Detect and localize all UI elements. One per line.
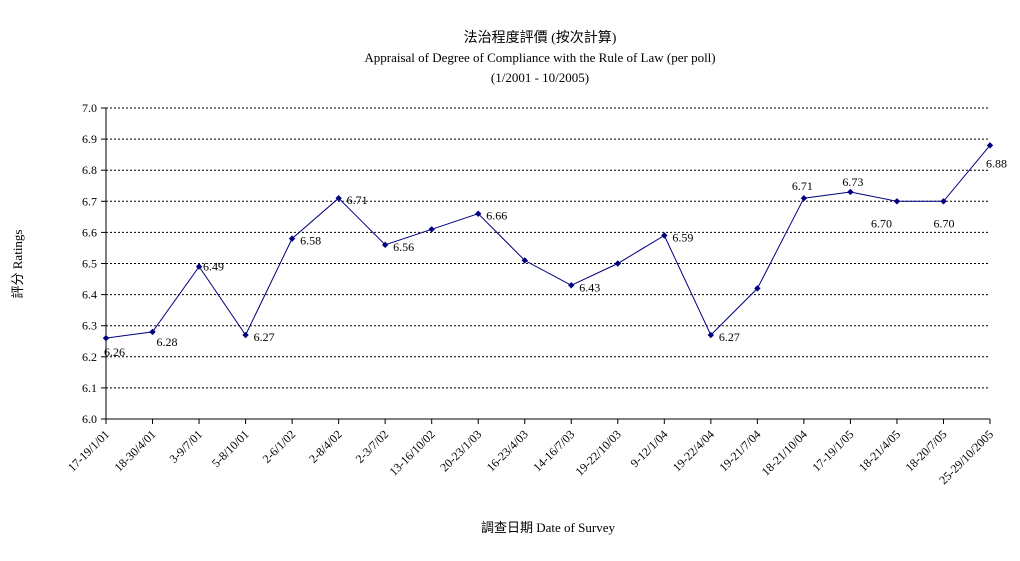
data-point <box>521 257 528 264</box>
y-tick-label: 6.2 <box>82 350 97 364</box>
data-point <box>754 285 761 292</box>
x-tick-label: 20-23/1/03 <box>437 427 484 474</box>
y-tick-label: 6.3 <box>82 319 97 333</box>
axes <box>101 107 991 424</box>
x-tick-label: 19-21/7/04 <box>716 427 763 474</box>
data-label: 6.66 <box>486 209 507 223</box>
x-tick-label: 2-6/1/02 <box>260 427 299 466</box>
data-point <box>428 226 435 233</box>
data-label: 6.26 <box>104 345 125 359</box>
gridlines <box>106 107 990 389</box>
y-tick-label: 6.8 <box>82 163 97 177</box>
data-point <box>940 198 947 205</box>
data-label: 6.56 <box>393 240 414 254</box>
y-tick-labels: 6.0 6.1 6.2 6.3 6.4 6.5 6.6 6.7 6.8 6.9 7.0 <box>82 101 97 426</box>
data-point <box>195 263 203 270</box>
x-tick-labels: 17-19/1/01 18-30/4/01 3-9/7/01 5-8/10/01 2-6… <box>65 427 996 487</box>
x-tick-label: 13-16/10/02 <box>386 427 437 478</box>
chart-title: 法治程度評價 (按次計算) <box>464 29 617 46</box>
y-tick-label: 7.0 <box>82 101 97 115</box>
data-label: 6.70 <box>871 216 892 230</box>
data-label: 6.27 <box>719 330 740 344</box>
data-point <box>102 334 110 342</box>
data-point <box>707 331 715 339</box>
data-label: 6.27 <box>254 330 275 344</box>
chart-subtitle: Appraisal of Degree of Compliance with t… <box>364 50 715 65</box>
x-tick-label: 18-21/4/05 <box>856 427 903 474</box>
x-tick-label: 5-8/10/01 <box>209 427 252 470</box>
x-tick-label: 17-19/1/01 <box>65 427 112 474</box>
y-tick-label: 6.0 <box>82 412 97 426</box>
data-label: 6.70 <box>933 216 954 230</box>
data-label: 6.43 <box>579 280 600 294</box>
x-tick-label: 14-16/7/03 <box>530 427 577 474</box>
data-labels: 6.26 6.28 6.49 6.27 6.58 6.71 6.56 6.66 6.43 6.59… <box>104 156 1007 359</box>
y-tick-label: 6.6 <box>82 225 97 239</box>
data-label: 6.73 <box>842 175 863 189</box>
x-tick-label: 19-22/4/04 <box>670 427 717 474</box>
x-tick-label: 18-21/10/04 <box>759 427 810 478</box>
chart-date-range: (1/2001 - 10/2005) <box>491 70 589 85</box>
y-tick-label: 6.9 <box>82 132 97 146</box>
data-label: 6.28 <box>157 335 178 349</box>
series-line <box>105 144 991 339</box>
y-axis-label: 評分 Ratings <box>10 230 25 299</box>
y-tick-label: 6.5 <box>82 257 97 271</box>
x-tick-label: 18-20/7/05 <box>902 427 949 474</box>
x-tick-label: 18-30/4/01 <box>112 427 159 474</box>
data-point <box>475 210 482 217</box>
data-label: 6.58 <box>300 234 321 248</box>
x-tick-label: 16-23/4/03 <box>484 427 531 474</box>
series-line-group <box>102 142 994 342</box>
data-point <box>242 331 249 339</box>
data-point <box>893 198 901 205</box>
data-point <box>288 235 296 242</box>
data-label: 6.71 <box>347 193 368 207</box>
y-tick-label: 6.4 <box>82 288 97 302</box>
data-point <box>568 282 575 289</box>
data-point <box>661 232 668 239</box>
data-point <box>800 194 808 202</box>
data-point <box>614 260 621 267</box>
data-point <box>149 328 156 336</box>
x-tick-label: 9-12/1/04 <box>628 427 671 470</box>
x-tick-label: 2-3/7/02 <box>353 427 392 466</box>
x-tick-label: 19-22/10/03 <box>573 427 624 478</box>
y-tick-label: 6.1 <box>82 381 97 395</box>
data-label: 6.49 <box>203 260 224 274</box>
x-tick-label: 3-9/7/01 <box>167 427 206 466</box>
data-point <box>986 142 994 149</box>
data-label: 6.88 <box>986 156 1007 170</box>
data-label: 6.71 <box>792 179 813 193</box>
data-point <box>847 188 854 196</box>
data-point <box>381 241 389 249</box>
x-axis-label: 調查日期 Date of Survey <box>481 520 615 535</box>
x-tick-label: 2-8/4/02 <box>306 427 345 466</box>
x-tick-label: 17-19/1/05 <box>809 427 856 474</box>
y-tick-label: 6.7 <box>82 194 97 208</box>
data-point <box>335 194 342 202</box>
data-label: 6.59 <box>672 231 693 245</box>
